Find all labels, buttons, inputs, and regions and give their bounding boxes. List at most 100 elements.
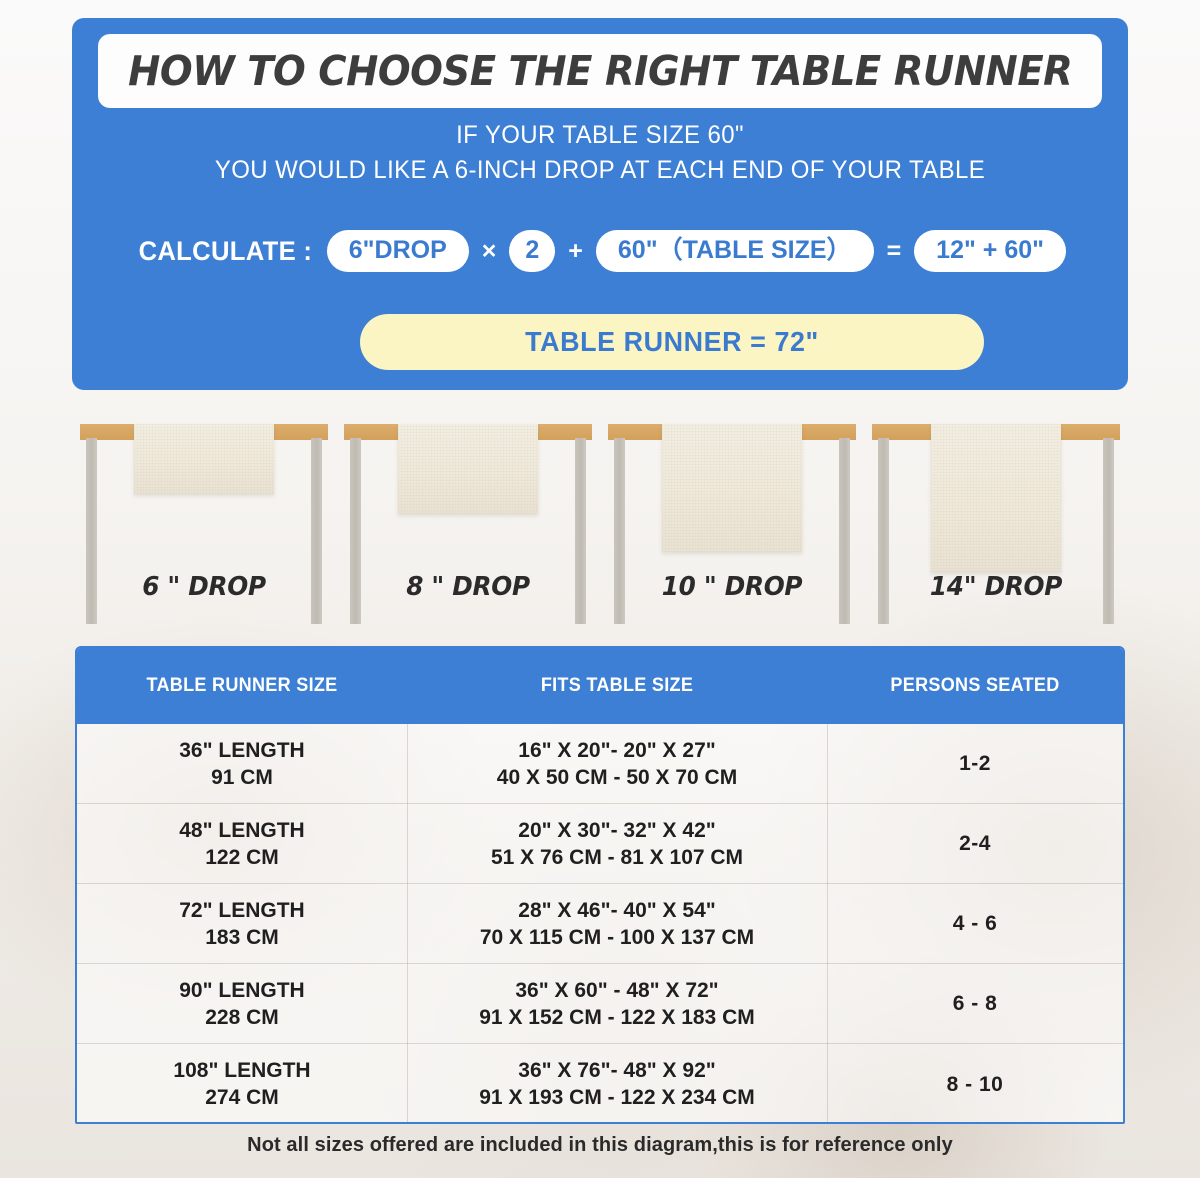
cell-fits-table-size: 28" X 46"- 40" X 54" 70 X 115 CM - 100 X…	[407, 897, 827, 951]
persons-seated-value: 6 - 8	[952, 992, 998, 1015]
column-divider-1	[407, 724, 408, 1122]
drop-illustration-6: 6 " DROP	[72, 424, 336, 624]
calculate-label: CALCULATE :	[138, 235, 313, 266]
drop-illustration-10: 10 " DROP	[600, 424, 864, 624]
drop-label: 10 " DROP	[661, 572, 803, 602]
cell-fits-table-size: 36" X 60" - 48" X 72" 91 X 152 CM - 122 …	[407, 977, 827, 1031]
column-header-fits-table-size: FITS TABLE SIZE	[540, 675, 694, 696]
runner-size-cm: 274 CM	[205, 1086, 279, 1109]
runner-size-cm: 183 CM	[205, 925, 279, 949]
persons-seated-value: 4 - 6	[952, 912, 998, 935]
table-leg-right	[1103, 438, 1114, 624]
fits-size-inches: 20" X 30"- 32" X 42"	[518, 818, 716, 842]
footnote-text: Not all sizes offered are included in th…	[247, 1134, 953, 1156]
tabletop-right-segment	[538, 424, 592, 440]
cell-runner-size: 72" LENGTH 183 CM	[77, 897, 407, 951]
table-row: 108" LENGTH 274 CM 36" X 76"- 48" X 92" …	[77, 1044, 1123, 1122]
equals-operator: =	[886, 236, 902, 265]
table-header-row: TABLE RUNNER SIZE FITS TABLE SIZE PERSON…	[77, 648, 1123, 724]
table-leg-right	[311, 438, 322, 624]
runner-size-inches: 108" LENGTH	[173, 1059, 311, 1082]
fits-size-inches: 36" X 60" - 48" X 72"	[515, 978, 719, 1002]
table-row: 72" LENGTH 183 CM 28" X 46"- 40" X 54" 7…	[77, 884, 1123, 964]
column-header-runner-size: TABLE RUNNER SIZE	[146, 675, 338, 696]
cell-fits-table-size: 16" X 20"- 20" X 27" 40 X 50 CM - 50 X 7…	[407, 737, 827, 791]
tabletop-right-segment	[802, 424, 856, 440]
calculation-row: CALCULATE : 6"DROP × 2 + 60"（TABLE SIZE）…	[72, 230, 1128, 273]
multiply-operator: ×	[481, 236, 497, 265]
tabletop-left-segment	[872, 424, 931, 440]
cell-runner-size: 48" LENGTH 122 CM	[77, 817, 407, 871]
tabletop-left-segment	[344, 424, 398, 440]
drop-illustration-8: 8 " DROP	[336, 424, 600, 624]
runner-size-inches: 36" LENGTH	[179, 738, 305, 762]
fits-size-inches: 28" X 46"- 40" X 54"	[518, 898, 716, 922]
multiplier-pill: 2	[509, 230, 556, 273]
cell-persons-seated: 8 - 10	[827, 1071, 1123, 1098]
persons-seated-value: 1-2	[959, 752, 991, 775]
runner-size-cm: 122 CM	[205, 845, 279, 869]
plus-operator: +	[568, 236, 583, 265]
cell-persons-seated: 1-2	[827, 750, 1123, 777]
table-runner-cloth	[931, 424, 1061, 572]
runner-size-inches: 72" LENGTH	[179, 898, 305, 922]
table-leg-left	[350, 438, 361, 624]
table-runner-cloth	[662, 424, 802, 552]
cell-persons-seated: 6 - 8	[827, 990, 1123, 1017]
table-row: 36" LENGTH 91 CM 16" X 20"- 20" X 27" 40…	[77, 724, 1123, 804]
tabletop-left-segment	[80, 424, 134, 440]
table-leg-right	[575, 438, 586, 624]
hero-panel: HOW TO CHOOSE THE RIGHT TABLE RUNNER IF …	[72, 18, 1128, 390]
cell-persons-seated: 2-4	[827, 830, 1123, 857]
fits-size-cm: 40 X 50 CM - 50 X 70 CM	[496, 765, 738, 789]
cell-runner-size: 108" LENGTH 274 CM	[77, 1057, 407, 1111]
subtitle-line-1: IF YOUR TABLE SIZE 60"	[456, 121, 744, 149]
runner-size-cm: 228 CM	[205, 1005, 279, 1029]
title-plate: HOW TO CHOOSE THE RIGHT TABLE RUNNER	[98, 34, 1102, 108]
fits-size-cm: 51 X 76 CM - 81 X 107 CM	[490, 845, 744, 869]
cell-runner-size: 36" LENGTH 91 CM	[77, 737, 407, 791]
runner-size-inches: 48" LENGTH	[179, 818, 305, 842]
table-row: 90" LENGTH 228 CM 36" X 60" - 48" X 72" …	[77, 964, 1123, 1044]
table-runner-cloth	[398, 424, 538, 514]
runner-size-cm: 91 CM	[211, 765, 273, 789]
drop-label: 14" DROP	[929, 572, 1063, 602]
tabletop-right-segment	[1061, 424, 1120, 440]
fits-size-cm: 70 X 115 CM - 100 X 137 CM	[479, 925, 755, 949]
size-reference-table: TABLE RUNNER SIZE FITS TABLE SIZE PERSON…	[75, 646, 1125, 1124]
fits-size-cm: 91 X 152 CM - 122 X 183 CM	[479, 1005, 755, 1029]
persons-seated-value: 2-4	[959, 832, 991, 855]
drop-value-pill: 6"DROP	[326, 230, 469, 273]
sum-pill: 12" + 60"	[914, 230, 1066, 273]
drop-illustrations: 6 " DROP 8 " DROP 10 " DROP 14" DROP	[72, 424, 1128, 624]
fits-size-inches: 16" X 20"- 20" X 27"	[518, 738, 716, 762]
tabletop-left-segment	[608, 424, 662, 440]
page-title: HOW TO CHOOSE THE RIGHT TABLE RUNNER	[127, 47, 1073, 95]
table-row: 48" LENGTH 122 CM 20" X 30"- 32" X 42" 5…	[77, 804, 1123, 884]
tabletop-right-segment	[274, 424, 328, 440]
drop-label: 8 " DROP	[406, 572, 530, 602]
subtitle-block: IF YOUR TABLE SIZE 60" YOU WOULD LIKE A …	[72, 118, 1128, 188]
table-leg-left	[614, 438, 625, 624]
persons-seated-value: 8 - 10	[946, 1072, 1004, 1096]
table-leg-left	[878, 438, 889, 624]
table-size-pill: 60"（TABLE SIZE）	[595, 230, 874, 273]
table-leg-right	[839, 438, 850, 624]
result-text: TABLE RUNNER = 72"	[525, 326, 819, 357]
table-runner-cloth	[134, 424, 274, 494]
result-bar: TABLE RUNNER = 72"	[360, 314, 984, 370]
cell-fits-table-size: 36" X 76"- 48" X 92" 91 X 193 CM - 122 X…	[407, 1057, 827, 1111]
cell-runner-size: 90" LENGTH 228 CM	[77, 977, 407, 1031]
drop-label: 6 " DROP	[142, 572, 266, 602]
subtitle-line-2: YOU WOULD LIKE A 6-INCH DROP AT EACH END…	[214, 156, 986, 184]
table-leg-left	[86, 438, 97, 624]
cell-fits-table-size: 20" X 30"- 32" X 42" 51 X 76 CM - 81 X 1…	[407, 817, 827, 871]
fits-size-inches: 36" X 76"- 48" X 92"	[518, 1059, 716, 1082]
column-header-persons-seated: PERSONS SEATED	[890, 675, 1060, 696]
drop-illustration-14: 14" DROP	[864, 424, 1128, 624]
column-divider-2	[827, 724, 828, 1122]
runner-size-inches: 90" LENGTH	[179, 978, 305, 1002]
fits-size-cm: 91 X 193 CM - 122 X 234 CM	[479, 1086, 755, 1109]
cell-persons-seated: 4 - 6	[827, 910, 1123, 937]
